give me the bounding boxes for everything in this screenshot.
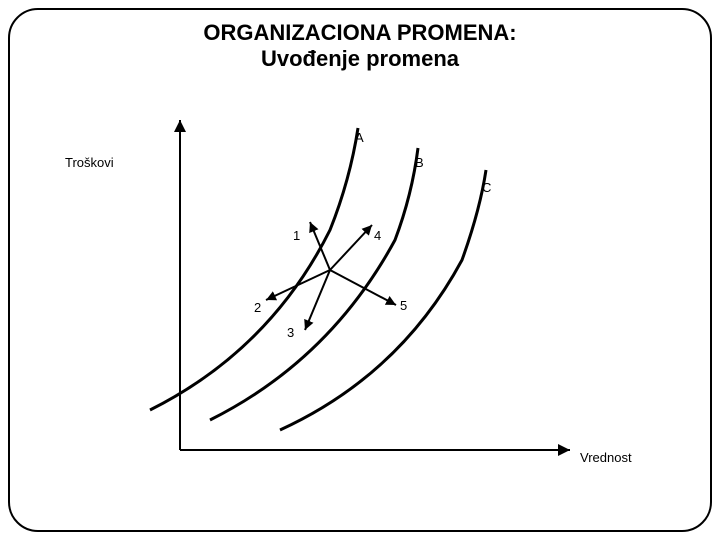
title-line-1: ORGANIZACIONA PROMENA: xyxy=(0,20,720,46)
x-axis-label: Vrednost xyxy=(580,450,632,465)
vector-label-3: 3 xyxy=(287,325,294,340)
slide-title: ORGANIZACIONA PROMENA: Uvođenje promena xyxy=(0,20,720,72)
y-axis-label: Troškovi xyxy=(65,155,114,170)
vector-label-1: 1 xyxy=(293,228,300,243)
curve-label-A: A xyxy=(355,130,364,145)
curve-label-B: B xyxy=(415,155,424,170)
chart-svg xyxy=(100,110,620,490)
title-line-2: Uvođenje promena xyxy=(0,46,720,72)
chart-area: TroškoviVrednostABC12345 xyxy=(100,110,620,490)
vector-label-4: 4 xyxy=(374,228,381,243)
curve-label-C: C xyxy=(482,180,491,195)
vector-label-2: 2 xyxy=(254,300,261,315)
vector-label-5: 5 xyxy=(400,298,407,313)
